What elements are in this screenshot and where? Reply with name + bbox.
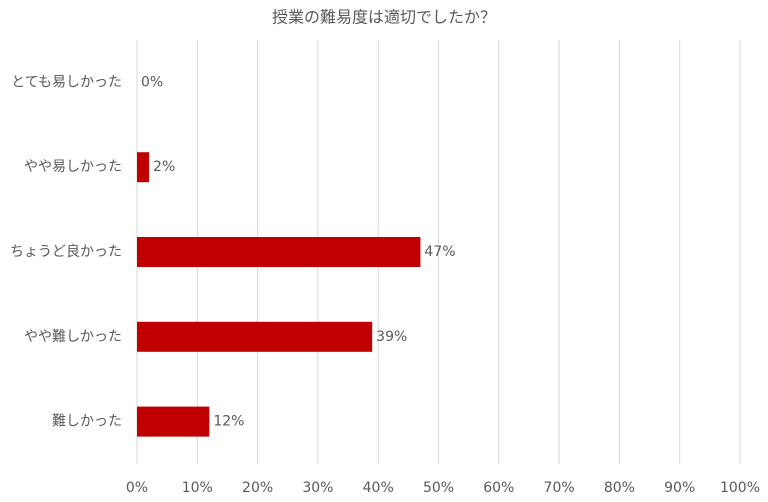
data-label: 39% [376,329,407,345]
x-tick-label: 100% [720,480,760,496]
x-tick-label: 40% [363,480,394,496]
x-tick-label: 50% [423,480,454,496]
y-tick-label: とても易しかった [11,74,122,90]
data-label: 47% [424,244,455,260]
x-tick-label: 90% [664,480,695,496]
bar [137,237,421,267]
bar [137,406,210,437]
y-tick-label: ちょうど良かった [10,244,122,260]
x-tick-label: 70% [544,480,575,496]
y-tick-label: やや難しかった [24,329,122,345]
x-tick-label: 60% [483,480,514,496]
x-tick-label: 10% [182,480,213,496]
bar [137,152,150,183]
x-tick-label: 0% [126,480,148,496]
chart-title: 授業の難易度は適切でしたか？ [272,8,496,27]
y-tick-label: 難しかった [52,414,122,430]
bar [137,321,373,352]
y-tick-label: やや易しかった [24,159,122,175]
data-label: 12% [213,414,244,430]
x-tick-label: 30% [302,480,333,496]
x-tick-label: 80% [604,480,635,496]
data-label: 2% [153,159,175,175]
data-label: 0% [141,74,163,90]
x-tick-label: 20% [242,480,273,496]
